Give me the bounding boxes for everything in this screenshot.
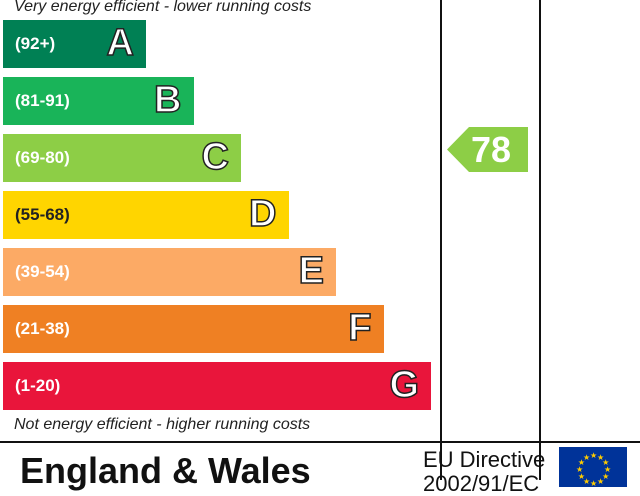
svg-text:★: ★ [578, 458, 585, 467]
band-c: (69-80) C [3, 134, 241, 182]
band-letter: C [201, 135, 230, 179]
band-a: (92+) A [3, 20, 146, 68]
svg-text:★: ★ [583, 453, 590, 462]
band-range-label: (81-91) [15, 91, 70, 110]
region-label: England & Wales [20, 450, 311, 491]
column-divider-potential [539, 0, 541, 480]
directive-line1: EU Directive [423, 447, 546, 472]
svg-text:★: ★ [602, 458, 609, 467]
band-range-label: (39-54) [15, 262, 70, 281]
band-letter: G [389, 363, 420, 407]
svg-text:★: ★ [590, 451, 597, 460]
column-divider-current [440, 0, 442, 480]
band-g: (1-20) G [3, 362, 431, 410]
svg-text:★: ★ [576, 465, 583, 474]
band-range-label: (55-68) [15, 205, 70, 224]
band-e: (39-54) E [3, 248, 336, 296]
svg-text:★: ★ [604, 465, 611, 474]
svg-text:★: ★ [597, 453, 604, 462]
band-letter: D [248, 192, 277, 236]
band-letter: E [298, 249, 325, 293]
band-letter: B [153, 78, 182, 122]
band-letter: F [348, 306, 373, 350]
current-rating-indicator: 78 [447, 127, 528, 172]
eu-flag-icon: ★ ★ ★ ★ ★ ★ ★ ★ ★ ★ ★ ★ [559, 447, 627, 488]
directive-label: EU Directive 2002/91/EC [423, 448, 545, 496]
top-caption: Very energy efficient - lower running co… [14, 0, 312, 15]
band-letter: A [106, 21, 135, 65]
svg-text:★: ★ [578, 472, 585, 481]
svg-text:★: ★ [590, 479, 597, 487]
band-range-label: (92+) [15, 34, 56, 53]
svg-text:★: ★ [597, 477, 604, 486]
bottom-caption: Not energy efficient - higher running co… [14, 416, 311, 433]
directive-line2: 2002/91/EC [423, 471, 540, 496]
band-f: (21-38) F [3, 305, 384, 353]
band-range-label: (69-80) [15, 148, 70, 167]
svg-text:★: ★ [602, 472, 609, 481]
band-range-label: (1-20) [15, 376, 61, 395]
band-d: (55-68) D [3, 191, 289, 239]
band-range-label: (21-38) [15, 319, 70, 338]
footer-divider [0, 441, 640, 443]
current-rating-value: 78 [471, 129, 512, 170]
band-b: (81-91) B [3, 77, 194, 125]
